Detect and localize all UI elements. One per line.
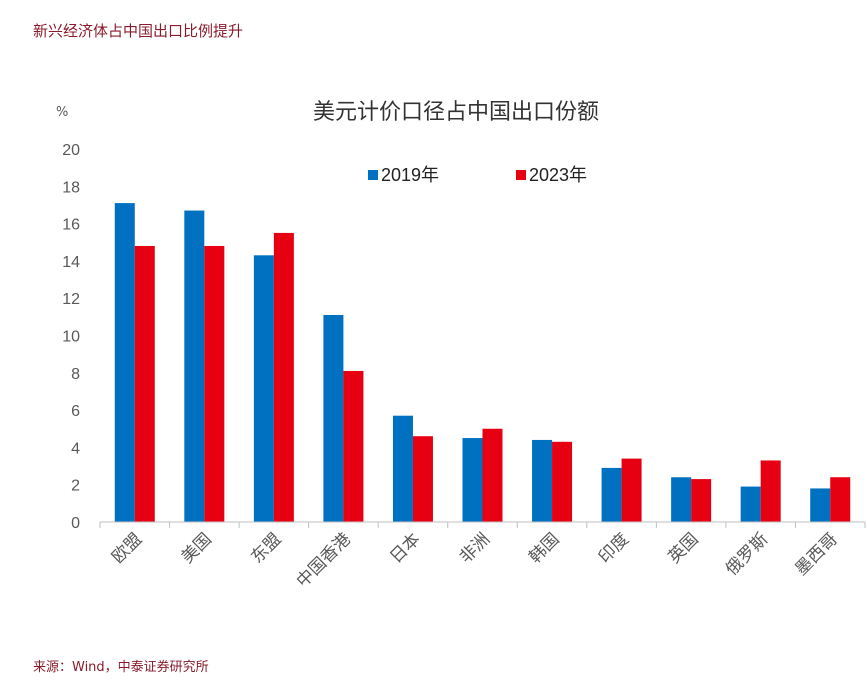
legend-swatch (516, 170, 526, 180)
y-tick-label: 8 (71, 366, 80, 383)
category-label: 墨西哥 (792, 529, 842, 579)
y-tick-label: 12 (62, 291, 80, 308)
bar-series-2 (412, 436, 433, 522)
bar-series-1 (532, 439, 553, 522)
bar-series-1 (671, 477, 692, 522)
y-tick-label: 18 (62, 179, 80, 196)
category-label: 日本 (386, 529, 424, 567)
bar-series-1 (740, 486, 761, 522)
category-label: 欧盟 (108, 529, 146, 567)
bar-series-2 (204, 245, 225, 523)
legend: 2019年 2023年 (368, 165, 587, 185)
legend-label: 2019年 (381, 165, 439, 185)
y-axis-unit-label: % (56, 105, 68, 120)
bar-series-2 (273, 232, 294, 523)
bar-series-1 (810, 488, 831, 522)
category-label: 俄罗斯 (722, 529, 772, 579)
y-tick-label: 2 (71, 478, 80, 495)
y-tick-label: 16 (62, 217, 80, 234)
category-labels: 欧盟 美国 东盟 中国香港 日本 非洲 韩国 印度 英国 俄罗斯 墨西哥 (108, 529, 842, 591)
y-tick-label: 4 (71, 440, 80, 457)
bar-series-2 (343, 370, 364, 522)
category-label: 印度 (595, 529, 633, 567)
y-tick-label: 6 (71, 403, 80, 420)
source-note: 来源：Wind，中泰证券研究所 (33, 660, 209, 675)
category-label: 英国 (664, 529, 702, 567)
bar-series-2 (760, 460, 781, 522)
category-label: 韩国 (525, 529, 563, 567)
bar-series-1 (114, 203, 135, 522)
category-label: 中国香港 (293, 529, 355, 591)
bar-series-1 (601, 467, 622, 522)
y-tick-label: 20 (62, 142, 80, 159)
x-axis-ticks (99, 522, 866, 528)
chart-title: 美元计价口径占中国出口份额 (313, 100, 599, 125)
y-axis-ticks: 0 2 4 6 8 10 12 14 16 18 20 (62, 142, 80, 532)
bar-series-2 (830, 477, 851, 522)
category-label: 美国 (178, 529, 216, 567)
legend-label: 2023年 (529, 165, 587, 185)
bar-series-1 (392, 415, 413, 522)
bar-series-2 (552, 441, 573, 522)
y-tick-label: 14 (62, 254, 80, 271)
bar-series-2 (482, 428, 503, 522)
bar-series-1 (462, 438, 483, 522)
legend-swatch (368, 170, 378, 180)
bar-series-2 (691, 479, 712, 522)
category-label: 非洲 (456, 529, 494, 567)
bar-series-1 (323, 314, 344, 522)
bars (114, 203, 851, 523)
y-tick-label: 10 (62, 329, 80, 346)
page-title: 新兴经济体占中国出口比例提升 (33, 22, 244, 40)
bar-series-2 (621, 458, 642, 522)
y-tick-label: 0 (71, 515, 80, 532)
bar-series-1 (184, 210, 205, 523)
bar-series-1 (253, 255, 274, 522)
bar-series-2 (134, 245, 155, 523)
category-label: 东盟 (247, 529, 285, 567)
